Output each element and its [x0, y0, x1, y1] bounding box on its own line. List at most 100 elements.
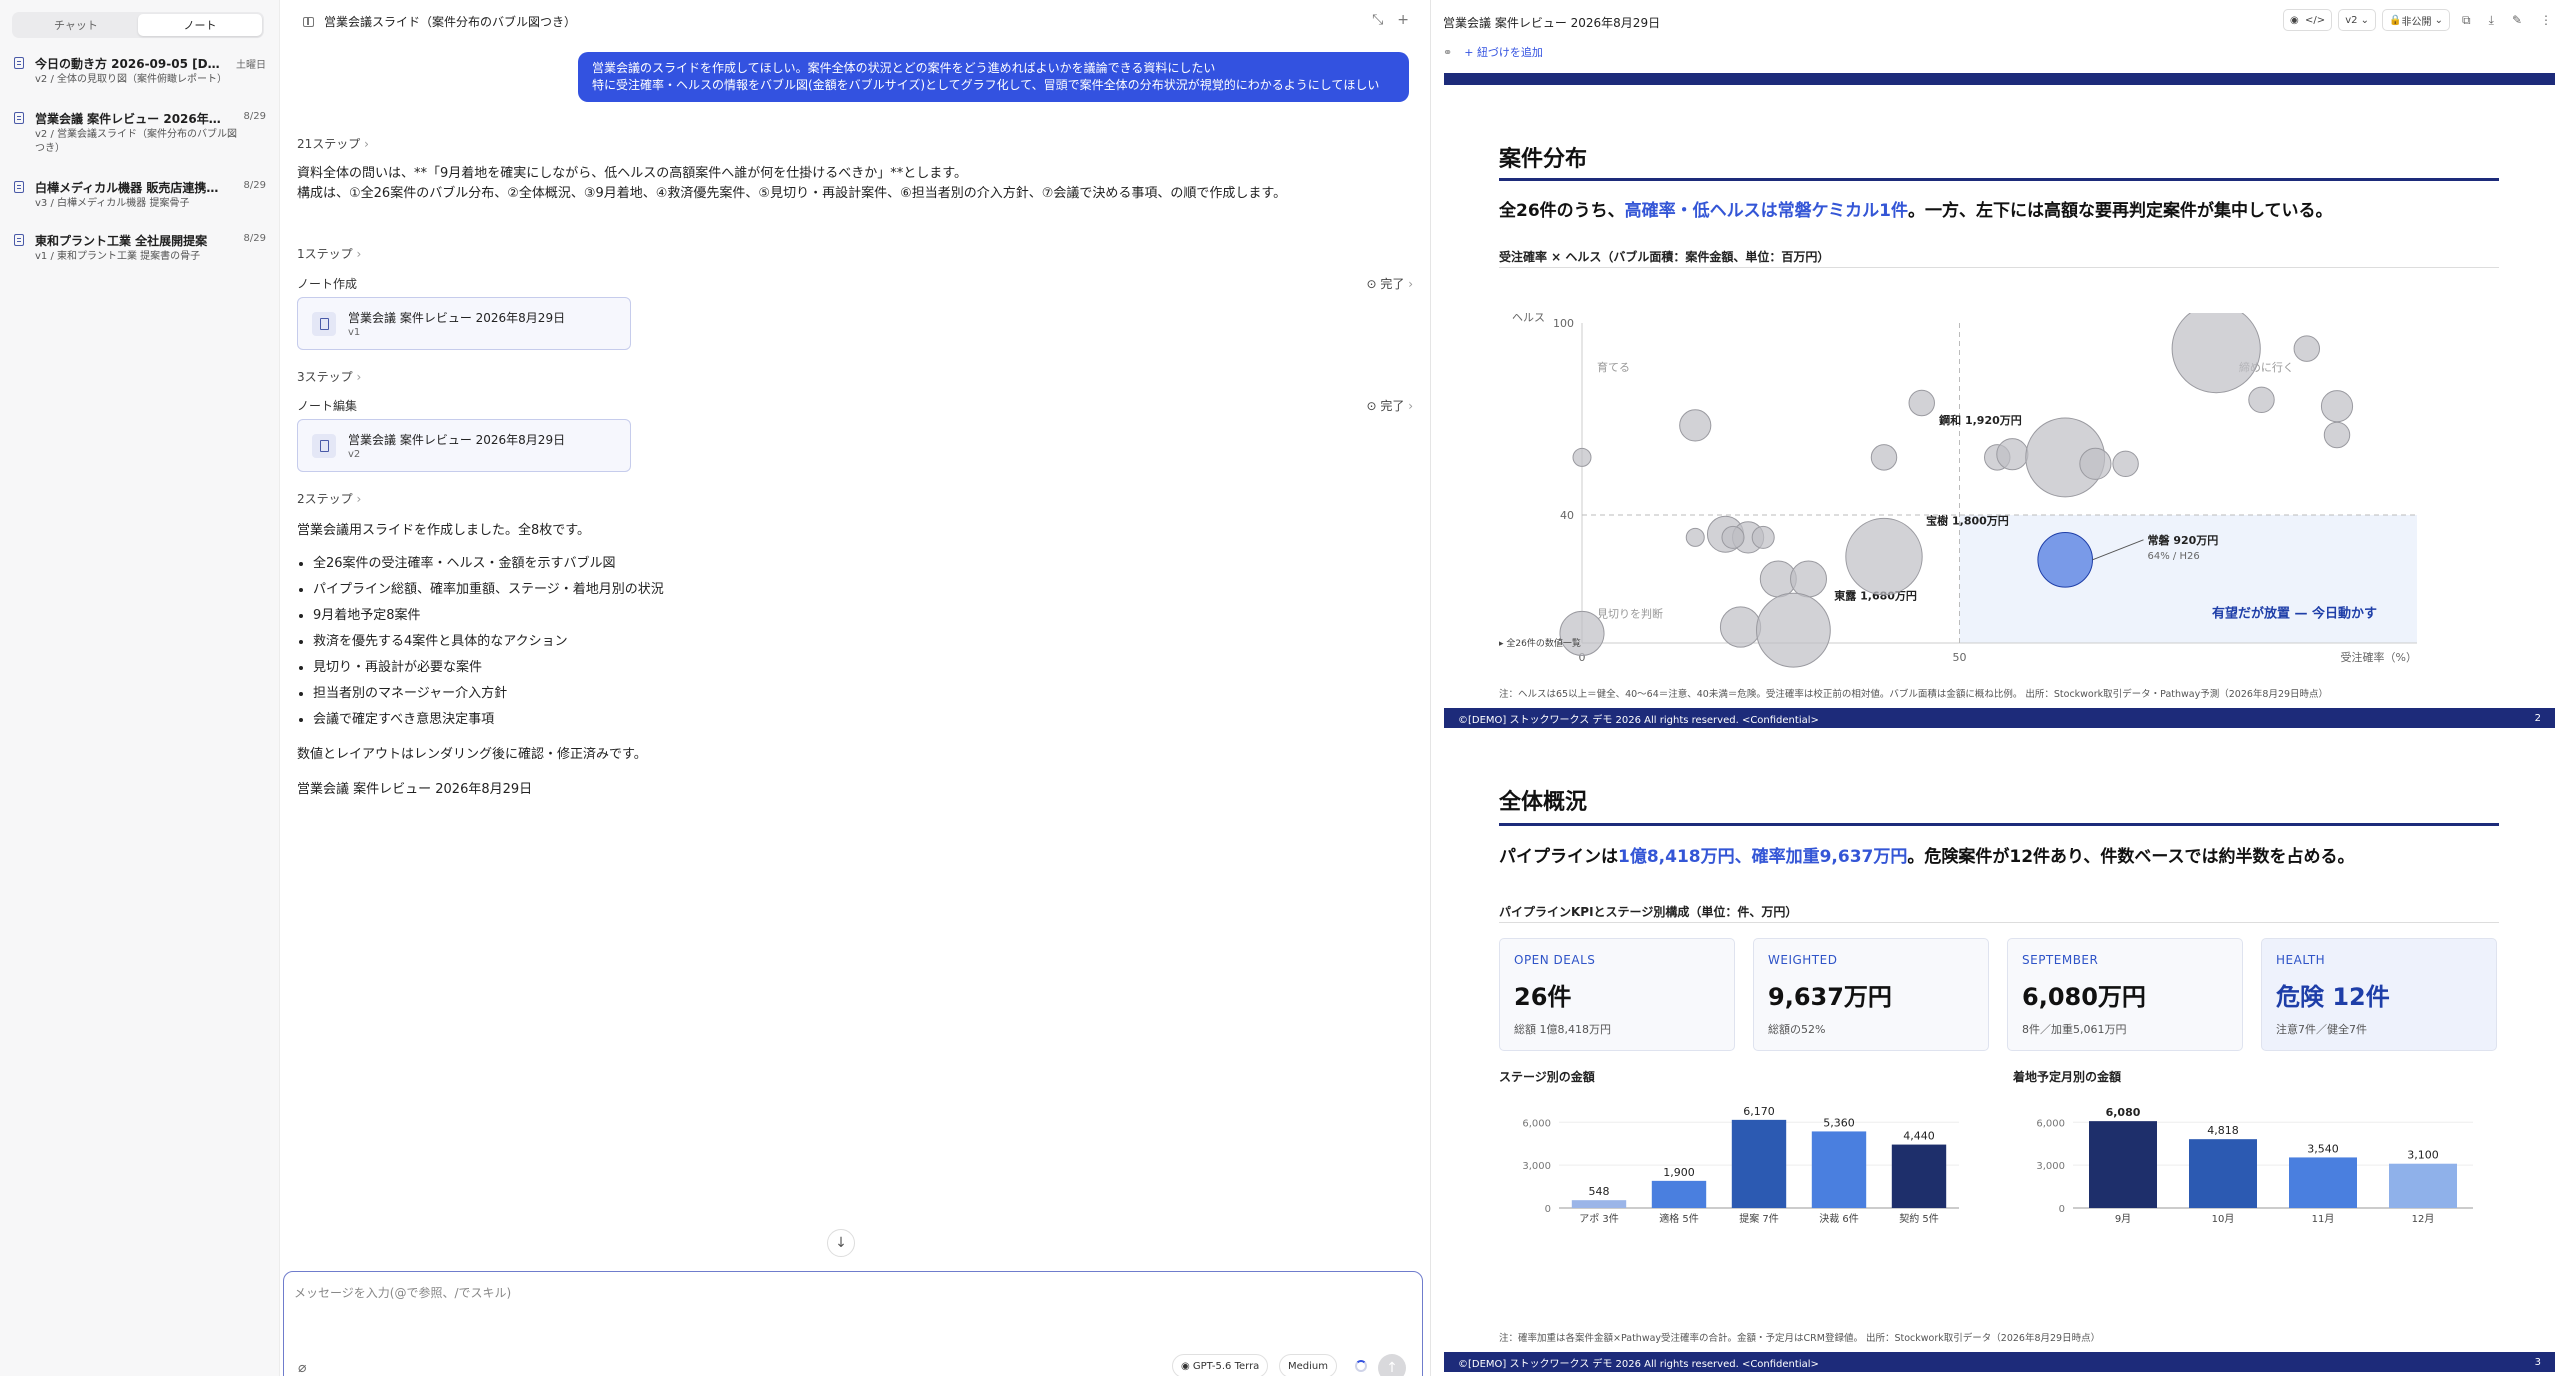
sidebar-toggle-icon[interactable] — [303, 16, 314, 27]
copy-icon[interactable]: ⧉ — [2462, 12, 2471, 27]
list-item: パイプライン総額、確率加重額、ステージ・着地月別の状況 — [313, 577, 664, 603]
view-mode-toggle[interactable]: ◉ </> — [2282, 9, 2333, 31]
note-title: 白樺メディカル機器 販売店連携の提案 — [35, 181, 225, 195]
x-tick-label: 12月 — [2412, 1213, 2435, 1225]
tool-status[interactable]: ⊙ 完了 — [1366, 397, 1413, 414]
lead-highlight: 高確率・低ヘルスは常磐ケミカル1件 — [1624, 201, 1908, 221]
document-icon — [14, 181, 24, 193]
kpi-value: 危険 12件 — [2276, 983, 2390, 1011]
note-card-version: v1 — [348, 327, 361, 338]
user-message: 営業会議のスライドを作成してほしい。案件全体の状況とどの案件をどう進めればよいか… — [578, 52, 1409, 102]
label-leader — [2092, 539, 2144, 561]
chart-title: 着地予定月別の金額 — [2013, 1070, 2122, 1084]
bubble — [1908, 389, 1935, 417]
y-tick-label: 40 — [1560, 509, 1574, 522]
tool-status[interactable]: ⊙ 完了 — [1366, 275, 1413, 292]
y-tick-label: 0 — [2059, 1204, 2065, 1215]
x-axis-label: 受注確率（%） — [2341, 650, 2417, 664]
plan-line: 資料全体の問いは、**「9月着地を確実にしながら、低ヘルスの高額案件へ誰が何を仕… — [297, 166, 967, 181]
model-selector[interactable]: ◉ GPT-5.6 Terra — [1172, 1354, 1269, 1376]
verified-text: 数値とレイアウトはレンダリング後に確認・修正済みです。 — [297, 747, 647, 762]
visibility-select[interactable]: 🔒 非公開 ⌄ — [2382, 9, 2451, 31]
bar — [1651, 1180, 1707, 1208]
plan-text: 資料全体の問いは、**「9月着地を確実にしながら、低ヘルスの高額案件へ誰が何を仕… — [297, 164, 1407, 204]
chart-title: ステージ別の金額 — [1499, 1070, 1595, 1084]
link-row: ⚭ + 紐づけを追加 — [1443, 44, 1543, 60]
bubble — [1996, 438, 2029, 471]
scroll-down-button[interactable]: ↓ — [827, 1229, 855, 1257]
bubble — [2112, 450, 2139, 478]
new-chat-icon[interactable]: + — [1397, 12, 1409, 28]
model-label: GPT-5.6 Terra — [1192, 1360, 1260, 1372]
data-table-toggle[interactable]: ▸ 全26件の数値一覧 — [1499, 639, 1581, 649]
chat-header: 営業会議スライド（案件分布のバブル図つき） — [303, 13, 576, 30]
document-icon — [14, 112, 24, 124]
bubble-label: 宝樹 1,800万円 — [1926, 513, 2009, 527]
more-icon[interactable]: ⋮ — [2540, 13, 2552, 27]
kpi-sub: 注意7件／健全7件 — [2276, 1023, 2367, 1036]
edit-icon[interactable]: ✎ — [2511, 13, 2522, 27]
slide-lead: パイプラインは1億8,418万円、確率加重9,637万円。危険案件が12件あり、… — [1499, 842, 2355, 867]
step-toggle[interactable]: 21ステップ — [297, 135, 369, 152]
effort-label: Medium — [1288, 1360, 1328, 1372]
kpi-label: WEIGHTED — [1768, 953, 1838, 967]
loading-icon — [1355, 1360, 1367, 1372]
x-tick-label: 50 — [1953, 651, 1967, 664]
add-link-label: 紐づけを追加 — [1476, 46, 1543, 59]
tool-label: ノート作成 — [297, 277, 358, 291]
step-toggle[interactable]: 2ステップ — [297, 490, 361, 507]
list-item: 担当者別のマネージャー介入方針 — [313, 681, 664, 707]
bubble — [1559, 610, 1605, 656]
message-composer[interactable]: メッセージを入力(@で参照、/でスキル) ⌀ ◉ GPT-5.6 Terra M… — [283, 1271, 1423, 1376]
mode-switch: チャット ノート — [12, 12, 264, 38]
slide: 案件分布 全26件のうち、高確率・低ヘルスは常磐ケミカル1件。一方、左下には高額… — [1444, 73, 2555, 730]
note-date: 8/29 — [243, 180, 266, 191]
bubble-label: 鋼和 1,920万円 — [1938, 413, 2022, 427]
version-select[interactable]: v2 ⌄ — [2338, 9, 2377, 31]
effort-selector[interactable]: Medium — [1279, 1354, 1337, 1376]
arrow-up-icon: ↑ — [1386, 1360, 1398, 1376]
x-tick-label: 契約 5件 — [1899, 1212, 1939, 1225]
eye-icon: ◉ — [2289, 14, 2306, 26]
model-icon: ◉ — [1181, 1360, 1193, 1372]
lead-text: パイプラインは — [1499, 847, 1618, 867]
kpi-label: OPEN DEALS — [1514, 953, 1596, 967]
kpi-sub: 8件／加重5,061万円 — [2022, 1023, 2127, 1036]
x-tick-label: 決裁 6件 — [1819, 1212, 1859, 1225]
download-icon[interactable]: ⤓ — [2488, 12, 2494, 27]
add-link-button[interactable]: + 紐づけを追加 — [1464, 46, 1543, 59]
bar — [1811, 1131, 1867, 1208]
bubble — [2248, 386, 2275, 414]
summary-text: 営業会議用スライドを作成しました。全8枚です。 — [297, 523, 590, 538]
collapse-icon[interactable]: ⤡ — [1372, 12, 1384, 28]
message-input[interactable]: メッセージを入力(@で参照、/でスキル) — [294, 1286, 512, 1300]
chat-panel: 営業会議スライド（案件分布のバブル図つき） ⤡ + 営業会議のスライドを作成して… — [281, 0, 1427, 1376]
x-tick-label: アポ 3件 — [1579, 1213, 1619, 1225]
x-tick-label: 0 — [1579, 651, 1586, 664]
bar-value-label: 4,818 — [2207, 1124, 2239, 1137]
tab-chat[interactable]: チャット — [54, 19, 98, 32]
y-tick-label: 3,000 — [2036, 1161, 2065, 1172]
lock-icon: 🔒 — [2389, 14, 2402, 26]
bar-value-label: 4,440 — [1903, 1130, 1935, 1143]
kpi-card: SEPTEMBER 6,080万円 8件／加重5,061万円 — [2007, 938, 2243, 1051]
version-label: v2 — [2345, 14, 2358, 26]
tab-notes[interactable]: ノート — [138, 14, 262, 36]
bar — [1571, 1200, 1627, 1208]
slide: 全体概況 パイプラインは1億8,418万円、確率加重9,637万円。危険案件が1… — [1444, 748, 2555, 1376]
kpi-card: WEIGHTED 9,637万円 総額の52% — [1753, 938, 1989, 1051]
note-card[interactable]: 営業会議 案件レビュー 2026年8月29日 v1 — [297, 297, 631, 350]
bar — [2189, 1139, 2257, 1208]
note-card[interactable]: 営業会議 案件レビュー 2026年8月29日 v2 — [297, 419, 631, 472]
document-viewer: 営業会議 案件レビュー 2026年8月29日 ◉ </> v2 ⌄ 🔒 非公開 ⌄… — [1430, 0, 2568, 1376]
step-toggle[interactable]: 1ステップ — [297, 245, 361, 262]
attach-icon[interactable]: ⌀ — [298, 1360, 307, 1376]
chart-title: 受注確率 × ヘルス（バブル面積：案件金額、単位：百万円） — [1499, 250, 1830, 264]
step-toggle[interactable]: 3ステップ — [297, 368, 361, 385]
slide-top-bar — [1444, 73, 2555, 85]
lead-text: 全26件のうち、 — [1499, 201, 1625, 221]
document-icon — [312, 434, 336, 458]
send-button[interactable]: ↑ — [1378, 1354, 1406, 1376]
quadrant-highlight — [1959, 515, 2417, 643]
note-subtitle: v2 / 営業会議スライド（案件分布のバブル図つき） — [35, 129, 238, 154]
